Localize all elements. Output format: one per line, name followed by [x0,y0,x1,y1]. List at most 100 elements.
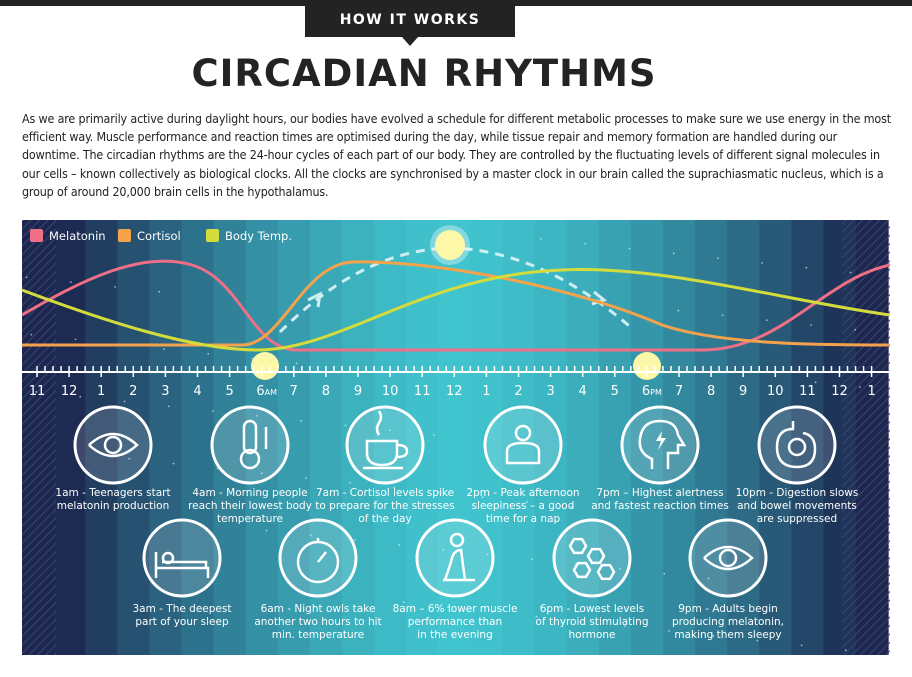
icon [375,410,383,436]
star [25,276,28,279]
hour-label: 5 [225,384,233,399]
star [402,601,405,604]
star [447,606,449,608]
hour-label: 11 [29,384,46,399]
star [163,348,165,350]
star [810,324,812,326]
hour-label: 6PM [642,384,662,399]
curves: Melatonin Cortisol Body Temp. [22,229,890,352]
event-caption: to prepare for the stresses [315,500,454,512]
hour-label: 2 [129,384,137,399]
event-caption: sleepiness – a good [472,500,575,512]
event-caption: time for a nap [486,513,561,525]
star [354,539,356,541]
icon-circle [278,518,358,598]
hour-label: 1 [482,384,490,399]
hour-label: 1 [97,384,105,399]
star [805,266,808,269]
event-caption: 7pm – Highest alertness [596,487,723,499]
star [814,381,817,384]
event-caption: in the evening [417,629,493,641]
hour-label: 3 [546,384,554,399]
event-caption: 9pm - Adults begin [678,603,778,615]
icon [365,439,399,467]
star [800,644,803,647]
hour-suffix: AM [265,388,277,397]
star [717,257,719,259]
star [398,544,400,546]
infographic: Melatonin Cortisol Body Temp. 11 12 1 2 3 4 5 6AM… [22,220,890,655]
star [486,553,489,556]
page-title: CIRCADIAN RHYTHMS [191,52,657,95]
star [79,395,82,398]
star [844,649,847,652]
icon [568,537,588,555]
event-caption: of the day [358,513,411,525]
star [260,472,263,475]
icon [449,532,465,548]
icon-circle [483,405,563,485]
star [433,434,435,436]
star [570,505,573,508]
star [22,220,23,221]
star [172,462,175,465]
star [442,548,445,551]
icon-circle [757,405,837,485]
star [437,491,440,494]
bg-stripe [181,220,215,655]
star [388,429,391,432]
bg-stripe [791,220,825,655]
icon [596,563,616,581]
star [207,352,210,355]
icon [154,552,210,578]
legend-swatch [118,229,131,242]
hour-suffix: PM [650,388,662,397]
hour-label: 9 [354,384,362,399]
event-caption: are suppressed [757,513,837,525]
icon [396,443,409,459]
hour-label: 8 [322,384,330,399]
star [344,424,347,427]
star [721,314,724,317]
icon [656,431,666,450]
hour-label: 1 [867,384,875,399]
star [677,309,680,312]
hour-label: 12 [831,384,848,399]
event-caption: producing melatonin, [672,616,784,628]
legend-label: Body Temp. [225,229,292,243]
top-bar [0,0,912,6]
star [300,419,303,422]
star [265,529,268,532]
event-caption: 6am - Night owls take [261,603,376,615]
hour-label: 8 [707,384,715,399]
star [167,405,170,408]
star [535,615,538,618]
arrow [591,290,608,306]
hour-label: 4 [193,384,201,399]
hour-label: 12 [446,384,463,399]
legend-swatch [206,229,219,242]
icon [586,547,606,565]
icon-circle [345,405,425,485]
star [623,625,626,628]
intro-text: As we are primarily active during daylig… [22,111,891,199]
icon [88,432,139,458]
event-caption: 4am - Morning people [192,487,307,499]
star [349,481,352,484]
event-caption: part of your sleep [135,616,229,628]
star [114,286,116,288]
event-caption: another two hours to hit [254,616,381,628]
event-caption: 10pm - Digestion slows [736,487,859,499]
star [309,534,312,537]
hour-label: 7 [675,384,683,399]
icon-circle [210,405,290,485]
star [212,410,214,412]
bg-stripe [53,220,87,655]
icon [775,421,817,469]
star [668,630,670,632]
icon-circle [552,518,632,598]
icon [505,441,541,465]
icon [242,419,258,455]
icon-circle [415,518,495,598]
